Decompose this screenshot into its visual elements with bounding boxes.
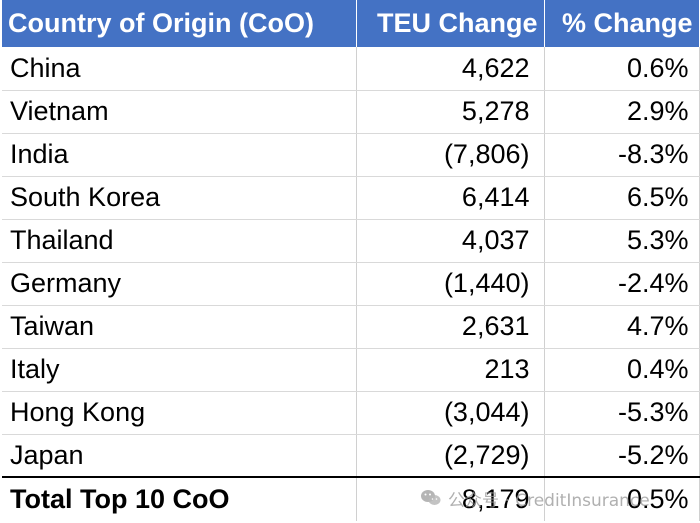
table-row: China 4,622 0.6% <box>2 47 700 91</box>
pct-change-cell: -5.3% <box>544 391 700 435</box>
teu-change-cell: (3,044) <box>356 391 545 435</box>
country-cell: India <box>2 133 357 177</box>
table-row: Thailand 4,037 5.3% <box>2 219 700 263</box>
teu-change-cell: 213 <box>356 348 545 392</box>
table-row: Vietnam 5,278 2.9% <box>2 90 700 134</box>
header-teu-change: TEU Change <box>356 0 545 47</box>
country-cell: Japan <box>2 434 357 478</box>
country-cell: Taiwan <box>2 305 357 349</box>
table-row: Japan (2,729) -5.2% <box>2 434 700 478</box>
country-cell: Italy <box>2 348 357 392</box>
pct-change-cell: -2.4% <box>544 262 700 306</box>
teu-change-cell: (7,806) <box>356 133 545 177</box>
total-label: Total Top 10 CoO <box>2 476 357 521</box>
teu-change-cell: 4,037 <box>356 219 545 263</box>
pct-change-cell: 6.5% <box>544 176 700 220</box>
table-row: South Korea 6,414 6.5% <box>2 176 700 220</box>
table-row: Italy 213 0.4% <box>2 348 700 392</box>
country-cell: Germany <box>2 262 357 306</box>
country-cell: South Korea <box>2 176 357 220</box>
country-cell: Vietnam <box>2 90 357 134</box>
total-teu-change: 8,179 <box>356 476 545 521</box>
teu-change-cell: 6,414 <box>356 176 545 220</box>
total-row: Total Top 10 CoO 8,179 0.5% <box>2 476 700 521</box>
header-country: Country of Origin (CoO) <box>2 0 357 47</box>
teu-change-cell: 5,278 <box>356 90 545 134</box>
table-row: Germany (1,440) -2.4% <box>2 262 700 306</box>
pct-change-cell: -8.3% <box>544 133 700 177</box>
table-row: Hong Kong (3,044) -5.3% <box>2 391 700 435</box>
pct-change-cell: 0.4% <box>544 348 700 392</box>
teu-change-cell: (2,729) <box>356 434 545 478</box>
country-cell: Thailand <box>2 219 357 263</box>
table-row: India (7,806) -8.3% <box>2 133 700 177</box>
pct-change-cell: -5.2% <box>544 434 700 478</box>
table-row: Taiwan 2,631 4.7% <box>2 305 700 349</box>
country-cell: Hong Kong <box>2 391 357 435</box>
pct-change-cell: 4.7% <box>544 305 700 349</box>
teu-change-cell: 2,631 <box>356 305 545 349</box>
country-cell: China <box>2 47 357 91</box>
teu-change-cell: 4,622 <box>356 47 545 91</box>
pct-change-cell: 0.6% <box>544 47 700 91</box>
pct-change-cell: 2.9% <box>544 90 700 134</box>
total-pct-change: 0.5% <box>544 476 700 521</box>
header-row: Country of Origin (CoO) TEU Change % Cha… <box>2 0 700 47</box>
pct-change-cell: 5.3% <box>544 219 700 263</box>
header-pct-change: % Change <box>544 0 700 47</box>
teu-change-cell: (1,440) <box>356 262 545 306</box>
